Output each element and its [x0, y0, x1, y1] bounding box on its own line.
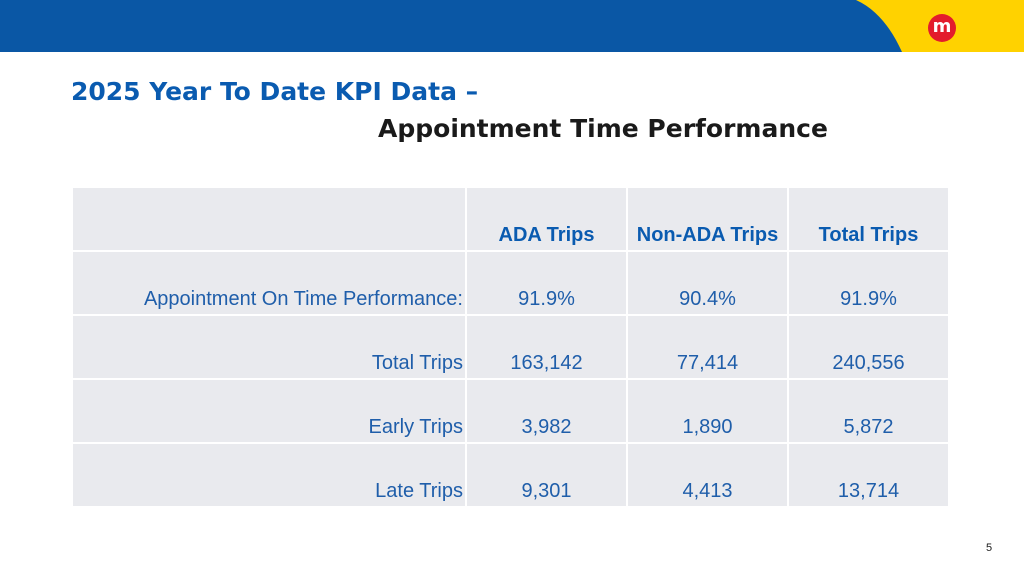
table-row: Appointment On Time Performance: 91.9% 9… [71, 250, 950, 316]
table-row: Late Trips 9,301 4,413 13,714 [71, 442, 950, 508]
table-row: Total Trips 163,142 77,414 240,556 [71, 314, 950, 380]
table-cell: 90.4% [626, 250, 789, 316]
row-label: Appointment On Time Performance: [71, 250, 467, 316]
column-header-total-trips: Total Trips [787, 186, 950, 252]
row-label: Total Trips [71, 314, 467, 380]
column-header-non-ada-trips: Non-ADA Trips [626, 186, 789, 252]
page-number: 5 [986, 542, 993, 554]
row-label: Late Trips [71, 442, 467, 508]
kpi-table: ADA Trips Non-ADA Trips Total Trips Appo… [71, 186, 950, 508]
table-cell: 77,414 [626, 314, 789, 380]
table-cell: 240,556 [787, 314, 950, 380]
table-cell: 13,714 [787, 442, 950, 508]
column-header [71, 186, 467, 252]
table-cell: 91.9% [465, 250, 628, 316]
page-title: 2025 Year To Date KPI Data – [71, 77, 479, 106]
table-cell: 1,890 [626, 378, 789, 444]
table-header-row: ADA Trips Non-ADA Trips Total Trips [71, 186, 950, 252]
m-logo-icon: m [928, 14, 956, 42]
table-cell: 9,301 [465, 442, 628, 508]
column-header-ada-trips: ADA Trips [465, 186, 628, 252]
table-row: Early Trips 3,982 1,890 5,872 [71, 378, 950, 444]
table-cell: 4,413 [626, 442, 789, 508]
table-cell: 163,142 [465, 314, 628, 380]
table-cell: 91.9% [787, 250, 950, 316]
table-cell: 3,982 [465, 378, 628, 444]
row-label: Early Trips [71, 378, 467, 444]
header-band [0, 0, 1024, 52]
page-subtitle: Appointment Time Performance [378, 114, 828, 143]
table-cell: 5,872 [787, 378, 950, 444]
